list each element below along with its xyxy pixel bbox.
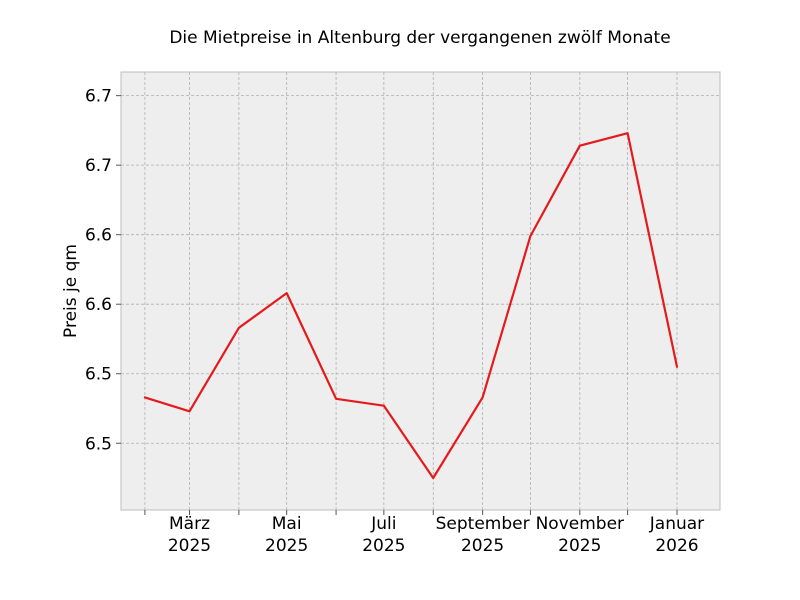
x-tick-label: November 2025 (536, 514, 624, 556)
series-group (143, 132, 679, 480)
series-line (143, 132, 679, 480)
x-tick-label: Juli 2025 (362, 514, 405, 556)
plot-area (120, 71, 721, 511)
y-tick-label: 6.5 (85, 434, 112, 454)
y-tick-label: 6.5 (85, 365, 112, 385)
y-axis-label: Preis je qm (61, 244, 81, 338)
x-tick-label: Januar 2026 (649, 514, 704, 556)
y-tick-label: 6.6 (85, 295, 112, 315)
x-tick-label: September 2025 (436, 514, 530, 556)
x-tick-label: März 2025 (168, 514, 211, 556)
y-tick-label: 6.7 (85, 87, 112, 107)
y-tick-label: 6.7 (85, 156, 112, 176)
axis-ticks: März 2025 Mai 2025 Juli 2025 September 2025Nove… (85, 87, 704, 556)
x-tick-label: Mai 2025 (265, 514, 308, 556)
y-tick-label: 6.6 (85, 226, 112, 246)
chart-title: Die Mietpreise in Altenburg der vergange… (169, 28, 670, 48)
